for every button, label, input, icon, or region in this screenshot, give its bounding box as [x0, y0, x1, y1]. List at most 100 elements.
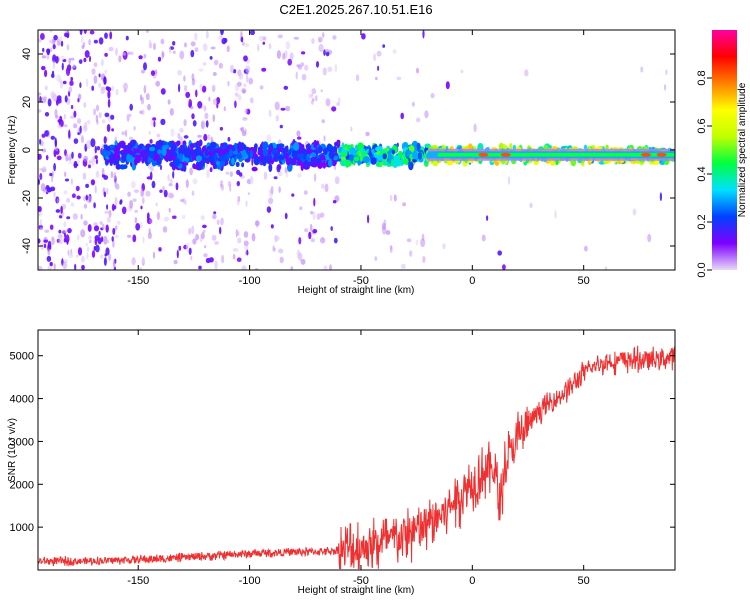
spectrogram-noise-blob	[108, 209, 112, 218]
spectrogram-noise-blob	[63, 124, 68, 128]
spectrogram-noise-blob	[406, 238, 412, 243]
spectrogram-noise-blob	[38, 238, 41, 244]
spectrogram-noise-blob	[317, 36, 323, 43]
spectrogram-noise-blob	[72, 64, 76, 69]
snr-x-tick-label: -50	[353, 575, 369, 587]
snr-x-tick-label: -150	[127, 575, 149, 587]
spectrogram-x-tick-label: 50	[578, 275, 590, 287]
spectrogram-noise-blob	[188, 247, 192, 255]
spectrogram-noise-blob	[139, 94, 143, 101]
spectrogram-ridge-blob	[370, 157, 377, 165]
spectrogram-noise-blob	[247, 192, 250, 196]
spectrogram-noise-blob	[172, 41, 176, 46]
spectrogram-noise-blob	[323, 49, 326, 56]
spectrogram-noise-blob	[93, 225, 100, 232]
spectrogram-noise-blob	[157, 56, 162, 62]
spectrogram-noise-blob	[632, 208, 637, 216]
spectrogram-noise-blob	[473, 123, 477, 133]
spectrogram-noise-blob	[327, 66, 333, 73]
spectrogram-noise-blob	[62, 261, 68, 270]
spectrogram-marks	[38, 30, 675, 270]
spectrogram-noise-blob	[664, 84, 667, 91]
spectrogram-noise-blob	[63, 237, 67, 243]
spectrogram-ridge-blob	[412, 158, 417, 163]
spectrogram-noise-blob	[210, 46, 216, 50]
spectrogram-noise-blob	[44, 95, 47, 103]
spectrogram-noise-blob	[103, 257, 107, 266]
spectrogram-noise-blob	[101, 174, 106, 178]
spectrogram-noise-blob	[191, 225, 195, 235]
spectrogram-noise-blob	[53, 34, 58, 41]
spectrogram-noise-blob	[198, 265, 202, 270]
spectrogram-noise-blob	[138, 267, 142, 270]
spectrogram-y-tick-label: -40	[21, 238, 33, 254]
spectrogram-noise-blob	[93, 108, 97, 116]
spectrogram-noise-blob	[121, 131, 126, 136]
spectrogram-ridge-blob	[204, 148, 209, 157]
spectrogram-noise-blob	[266, 206, 272, 213]
spectrogram-noise-blob	[263, 171, 268, 180]
spectrogram-noise-blob	[297, 173, 302, 178]
spectrogram-noise-blob	[293, 36, 299, 40]
spectrogram-noise-blob	[106, 124, 111, 132]
spectrogram-noise-blob	[131, 181, 136, 189]
spectrogram-noise-blob	[47, 266, 52, 270]
spectrogram-noise-blob	[54, 139, 58, 148]
spectrogram-noise-blob	[142, 197, 145, 205]
spectrogram-noise-blob	[182, 214, 186, 220]
spectrogram-noise-blob	[268, 109, 272, 118]
spectrogram-noise-blob	[53, 163, 56, 172]
spectrogram-noise-blob	[88, 38, 91, 46]
spectrogram-noise-blob	[38, 265, 43, 270]
spectrogram-noise-blob	[392, 49, 397, 54]
spectrogram-noise-blob	[647, 233, 652, 243]
spectrogram-noise-blob	[47, 248, 51, 256]
spectrogram-noise-blob	[297, 136, 302, 140]
spectrogram-noise-blob	[229, 64, 234, 73]
spectrogram-ridge-blob	[262, 148, 269, 157]
colorbar-tick-label: 0.2	[696, 214, 708, 229]
spectrogram-noise-blob	[319, 45, 324, 51]
spectrogram-x-label: Height of straight line (km)	[298, 285, 415, 296]
spectrogram-noise-blob	[50, 91, 56, 99]
spectrogram-noise-blob	[44, 69, 48, 78]
spectrogram-noise-blob	[481, 234, 486, 242]
spectrogram-noise-blob	[240, 30, 243, 39]
spectrogram-noise-blob	[274, 235, 280, 241]
spectrogram-noise-blob	[162, 185, 165, 192]
spectrogram-peak	[656, 152, 667, 157]
spectrogram-ridge-blob	[106, 145, 110, 150]
spectrogram-ridge-blob	[274, 152, 278, 160]
spectrogram-noise-blob	[51, 237, 55, 245]
spectrogram-ridge-blob	[241, 149, 247, 158]
spectrogram-noise-blob	[311, 88, 317, 95]
spectrogram-noise-blob	[277, 34, 283, 39]
spectrogram-noise-blob	[183, 135, 189, 139]
spectrogram-noise-blob	[167, 174, 170, 182]
spectrogram-ridge-blob	[328, 151, 335, 159]
spectrogram-ridge-blob	[288, 149, 292, 156]
spectrogram-ridge-blob	[291, 151, 296, 158]
spectrogram-noise-blob	[140, 188, 144, 197]
spectrogram-noise-blob	[69, 80, 74, 86]
spectrogram-ridge-blob	[322, 160, 326, 169]
spectrogram-noise-blob	[659, 192, 663, 202]
spectrogram-y-label: Frequency (Hz)	[7, 116, 18, 185]
spectrogram-noise-blob	[325, 51, 330, 57]
spectrogram-ridge-blob	[179, 144, 186, 153]
spectrogram-noise-blob	[94, 235, 100, 241]
spectrogram-noise-blob	[177, 133, 181, 139]
spectrogram-blip	[445, 81, 450, 90]
spectrogram-noise-blob	[148, 218, 153, 224]
spectrogram-noise-blob	[95, 244, 100, 253]
snr-x-tick-label: 0	[469, 575, 475, 587]
spectrogram-noise-blob	[146, 30, 149, 33]
spectrogram-noise-blob	[251, 233, 256, 242]
spectrogram-noise-blob	[163, 189, 168, 198]
spectrogram-noise-blob	[57, 124, 62, 129]
spectrogram-noise-blob	[143, 62, 147, 71]
spectrogram-noise-blob	[270, 185, 274, 195]
spectrogram-noise-blob	[243, 231, 249, 238]
spectrogram-noise-blob	[80, 255, 85, 263]
spectrogram-y-tick-label: 0	[21, 147, 33, 153]
